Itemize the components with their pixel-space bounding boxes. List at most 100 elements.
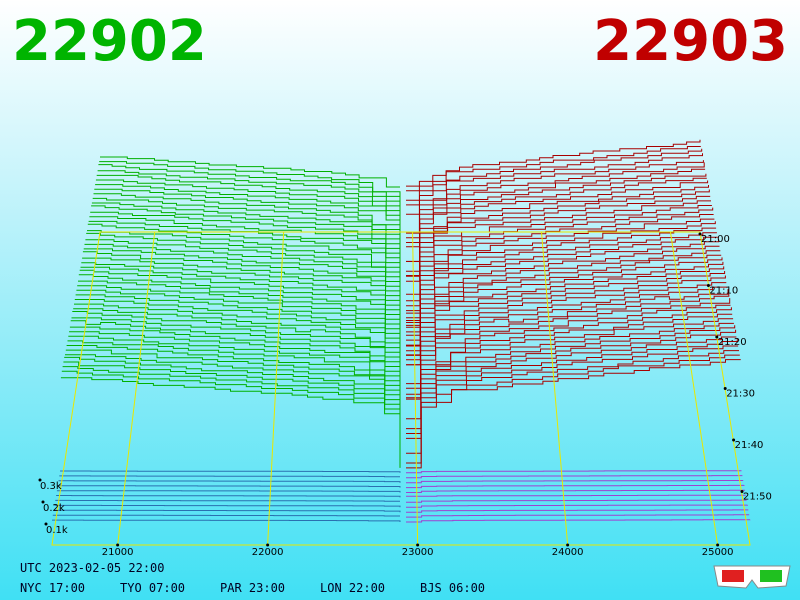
bid-depth-line	[82, 257, 401, 341]
bid-depth-line	[73, 308, 401, 395]
ask-depth-line	[406, 180, 709, 277]
bid-depth-line	[87, 230, 401, 311]
time-label: 21:20	[718, 337, 747, 348]
bid-depth-line	[71, 317, 401, 404]
bid-depth-line	[87, 223, 401, 306]
ask-depth-line	[406, 245, 720, 346]
bid-depth-line	[59, 475, 400, 478]
ask-depth-line	[406, 239, 720, 341]
city-time: BJS 06:00	[420, 581, 485, 595]
time-label: 21:30	[726, 389, 755, 400]
ask-depth-line	[406, 470, 742, 474]
bid-depth-line	[67, 340, 400, 377]
ask-depth-line	[406, 304, 731, 352]
time-label: 21:40	[735, 440, 764, 451]
volume-tick	[41, 500, 45, 504]
price-grid-line	[669, 231, 719, 546]
bid-depth-line	[99, 161, 401, 237]
floor	[51, 231, 751, 547]
bid-depth-line	[74, 303, 400, 339]
bid-depth-line	[90, 211, 401, 291]
ask-depth-line	[406, 489, 745, 493]
bid-depth-line	[65, 349, 401, 439]
price-tick	[116, 543, 120, 547]
ask-depth-line	[406, 185, 709, 282]
ask-depth-line	[406, 514, 750, 518]
bid-depth-line	[86, 232, 400, 268]
price-grid-line	[541, 231, 569, 546]
bid-depth-line	[83, 248, 401, 331]
price-grid-line	[267, 231, 285, 546]
bid-depth-line	[69, 331, 401, 419]
ask-depth-line	[406, 298, 731, 347]
time-tick	[723, 387, 727, 390]
price-label: 25000	[702, 547, 734, 558]
ask-depth-line	[406, 153, 703, 248]
ask-depth-line	[406, 148, 703, 192]
glasses-icon	[713, 565, 791, 589]
bid-depth-line	[52, 514, 400, 517]
ask-depth-line	[406, 232, 717, 276]
ask-depth-line	[406, 499, 747, 503]
floor-outline	[51, 231, 751, 546]
ask-depth-line	[406, 250, 721, 295]
green-lens	[760, 570, 782, 582]
ask-depth-line	[406, 475, 743, 479]
bid-depth-line	[91, 205, 401, 287]
ask-depth-line	[406, 286, 728, 333]
price-grid-line	[412, 231, 419, 546]
bid-depth-line	[84, 243, 400, 278]
red-lens	[722, 570, 744, 582]
volume-tick	[38, 478, 42, 482]
time-tick	[715, 335, 719, 339]
bid-depth-line	[52, 519, 401, 522]
ask-depth-line	[406, 200, 711, 243]
bid-depth-line	[61, 370, 401, 463]
ask-depth-line	[406, 221, 716, 321]
city-time: TYO 07:00	[120, 581, 185, 595]
ask-depth-line	[406, 168, 706, 262]
ask-depth-line	[406, 195, 711, 239]
ask-depth-line	[406, 275, 726, 323]
ask-depth-line	[406, 214, 714, 312]
ask-depth-line	[406, 189, 710, 234]
ask-depth-line	[406, 350, 739, 399]
ask-depth-line	[406, 318, 734, 366]
ask-depth-line	[406, 282, 727, 328]
time-tick	[706, 284, 710, 287]
ask-depth-line	[406, 322, 734, 430]
ask-depth-line	[406, 261, 724, 366]
volume-label: 0.3k	[40, 481, 62, 492]
volume-label: 0.2k	[43, 503, 65, 514]
bid-depth-line	[77, 285, 400, 320]
bid-depth-line	[58, 480, 401, 483]
city-time: LON 22:00	[320, 581, 385, 595]
price-label: 21000	[102, 547, 134, 558]
time-label: 21:50	[743, 492, 772, 503]
ask-depth-line	[406, 494, 746, 497]
bid-depth-line	[75, 294, 400, 330]
ask-depth-line	[406, 519, 751, 523]
bid-depth-line	[89, 216, 401, 296]
bid-depth-line	[85, 239, 401, 321]
ask-depth-line	[406, 227, 717, 326]
ask-depth-line	[406, 289, 729, 395]
bid-depth-line	[76, 289, 401, 375]
price-label: 22000	[252, 547, 284, 558]
bid-depth-line	[66, 345, 400, 382]
bid-depth-line	[81, 262, 400, 297]
bid-depth-line	[78, 274, 400, 311]
price-grid-line	[117, 231, 156, 546]
bid-depth-line	[62, 366, 401, 459]
bid-depth-line	[69, 326, 401, 414]
volume-label: 0.1k	[46, 525, 68, 536]
ask-depth-line	[406, 236, 718, 336]
bid-depth-line	[63, 361, 400, 401]
bid-depth-line	[82, 251, 400, 287]
ask-depth-line	[406, 162, 705, 206]
depth-layers	[52, 139, 751, 523]
bid-depth-line	[98, 164, 400, 197]
ask-depth-line	[406, 177, 707, 272]
ask-depth-line	[406, 218, 715, 262]
